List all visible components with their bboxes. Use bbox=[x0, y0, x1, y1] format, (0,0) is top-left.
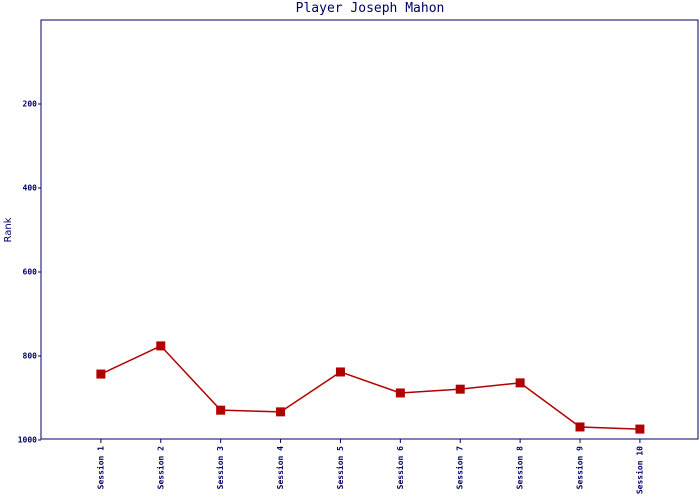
x-tick-label: Session 2 bbox=[155, 446, 165, 490]
plot-frame bbox=[40, 19, 699, 440]
x-tick-label: Session 7 bbox=[455, 446, 465, 490]
x-tick-label: Session 3 bbox=[215, 446, 225, 490]
x-tick-label: Session 6 bbox=[395, 446, 405, 490]
y-tick-label: 200 bbox=[23, 100, 38, 109]
x-tick-label: Session 5 bbox=[335, 446, 345, 490]
data-point bbox=[156, 341, 166, 351]
data-point bbox=[455, 384, 465, 394]
data-point bbox=[276, 407, 286, 417]
data-point bbox=[216, 405, 226, 415]
y-tick-label: 1000 bbox=[18, 436, 37, 445]
data-point bbox=[96, 369, 106, 379]
data-point bbox=[635, 424, 645, 434]
data-point bbox=[395, 388, 405, 398]
y-axis-label: Rank bbox=[3, 217, 14, 242]
x-tick-label: Session 9 bbox=[575, 446, 585, 490]
data-point bbox=[515, 378, 525, 388]
x-tick-label: Session 8 bbox=[515, 446, 525, 490]
x-tick-label: Session 10 bbox=[634, 446, 644, 494]
chart-title: Player Joseph Mahon bbox=[296, 1, 445, 16]
x-tick-label: Session 1 bbox=[95, 446, 105, 490]
data-point bbox=[575, 422, 585, 432]
y-tick-label: 600 bbox=[23, 268, 38, 277]
data-point bbox=[335, 367, 345, 377]
y-tick-label: 800 bbox=[23, 352, 38, 361]
x-tick-label: Session 4 bbox=[275, 446, 285, 490]
series-line bbox=[100, 345, 640, 430]
y-tick-label: 400 bbox=[23, 184, 38, 193]
